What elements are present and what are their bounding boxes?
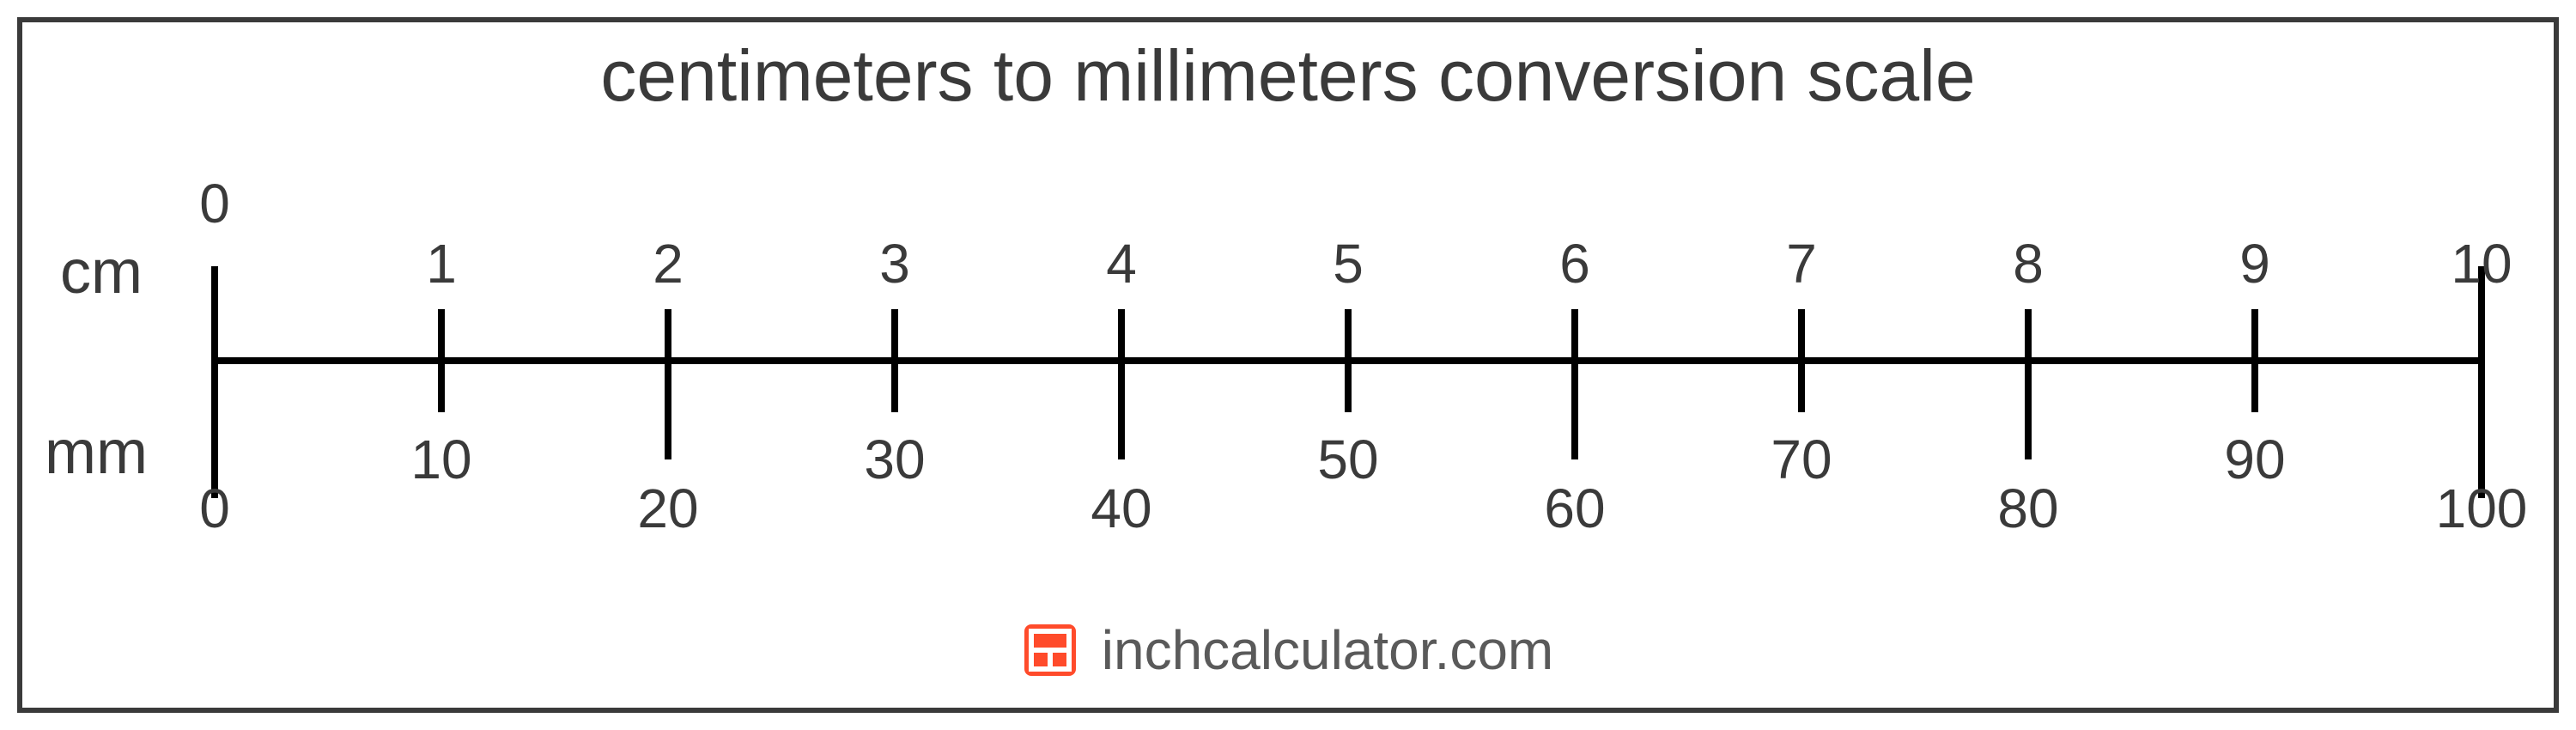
- cm-tick: [2251, 309, 2258, 361]
- mm-tick: [2025, 361, 2032, 459]
- cm-value: 5: [1333, 232, 1364, 295]
- attribution: inchcalculator.com: [0, 618, 2576, 682]
- mm-tick: [438, 361, 445, 412]
- cm-value: 9: [2239, 232, 2270, 295]
- mm-value: 0: [199, 477, 230, 540]
- cm-value: 7: [1786, 232, 1817, 295]
- cm-tick: [1118, 309, 1125, 361]
- cm-tick: [1798, 309, 1805, 361]
- mm-tick: [1345, 361, 1352, 412]
- cm-tick: [211, 266, 218, 361]
- mm-value: 20: [637, 477, 698, 540]
- mm-value: 70: [1771, 428, 1832, 491]
- mm-tick: [1118, 361, 1125, 459]
- mm-tick: [1571, 361, 1578, 459]
- cm-value: 10: [2451, 232, 2512, 295]
- cm-value: 1: [426, 232, 457, 295]
- mm-value: 90: [2224, 428, 2285, 491]
- attribution-text: inchcalculator.com: [1102, 618, 1553, 682]
- cm-tick: [665, 309, 671, 361]
- mm-value: 50: [1317, 428, 1378, 491]
- cm-tick: [1345, 309, 1352, 361]
- cm-value: 4: [1106, 232, 1137, 295]
- cm-value: 8: [2013, 232, 2044, 295]
- cm-tick: [1571, 309, 1578, 361]
- mm-tick: [2251, 361, 2258, 412]
- cm-value: 6: [1559, 232, 1590, 295]
- cm-value: 2: [653, 232, 683, 295]
- cm-tick: [891, 309, 898, 361]
- cm-value: 3: [879, 232, 910, 295]
- mm-value: 30: [864, 428, 925, 491]
- cm-tick: [438, 309, 445, 361]
- mm-value: 60: [1544, 477, 1605, 540]
- mm-tick: [1798, 361, 1805, 412]
- mm-tick: [665, 361, 671, 459]
- calculator-icon: [1023, 623, 1078, 678]
- mm-tick: [891, 361, 898, 412]
- mm-value: 10: [410, 428, 471, 491]
- mm-value: 80: [1997, 477, 2058, 540]
- mm-value: 100: [2436, 477, 2528, 540]
- cm-tick: [2025, 309, 2032, 361]
- cm-value: 0: [199, 172, 230, 235]
- mm-value: 40: [1091, 477, 1151, 540]
